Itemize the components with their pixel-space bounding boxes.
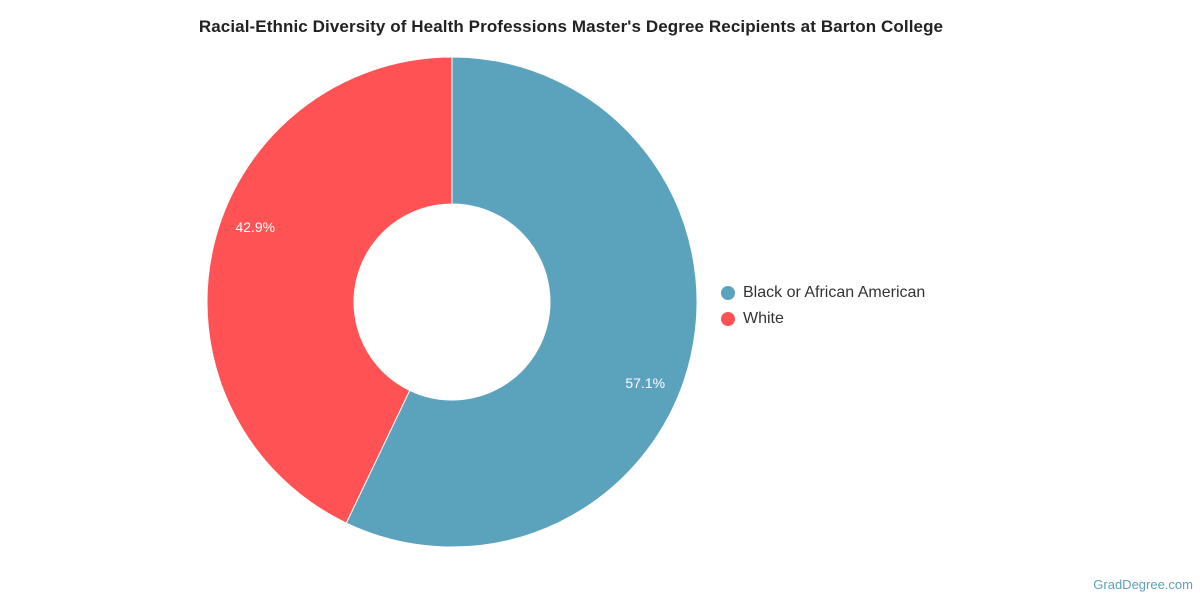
legend-swatch-white bbox=[721, 312, 735, 326]
credit-link[interactable]: GradDegree.com bbox=[1093, 577, 1193, 592]
legend-label-white: White bbox=[743, 310, 784, 327]
legend-label-black-or-african-american: Black or African American bbox=[743, 284, 926, 301]
slice-label-black-or-african-american: 57.1% bbox=[625, 375, 665, 391]
slice-black-or-african-american[interactable] bbox=[345, 56, 698, 548]
chart-title: Racial-Ethnic Diversity of Health Profes… bbox=[198, 17, 944, 36]
slice-labels-group: 57.1% 42.9% bbox=[235, 219, 665, 391]
legend-item-white[interactable]: White bbox=[721, 306, 925, 332]
slice-white[interactable] bbox=[206, 56, 453, 524]
legend-swatch-black-or-african-american bbox=[721, 286, 735, 300]
slices-group bbox=[206, 56, 698, 548]
legend-item-black-or-african-american[interactable]: Black or African American bbox=[721, 280, 925, 306]
slice-label-white: 42.9% bbox=[235, 219, 275, 235]
legend: Black or African American White bbox=[721, 280, 925, 332]
